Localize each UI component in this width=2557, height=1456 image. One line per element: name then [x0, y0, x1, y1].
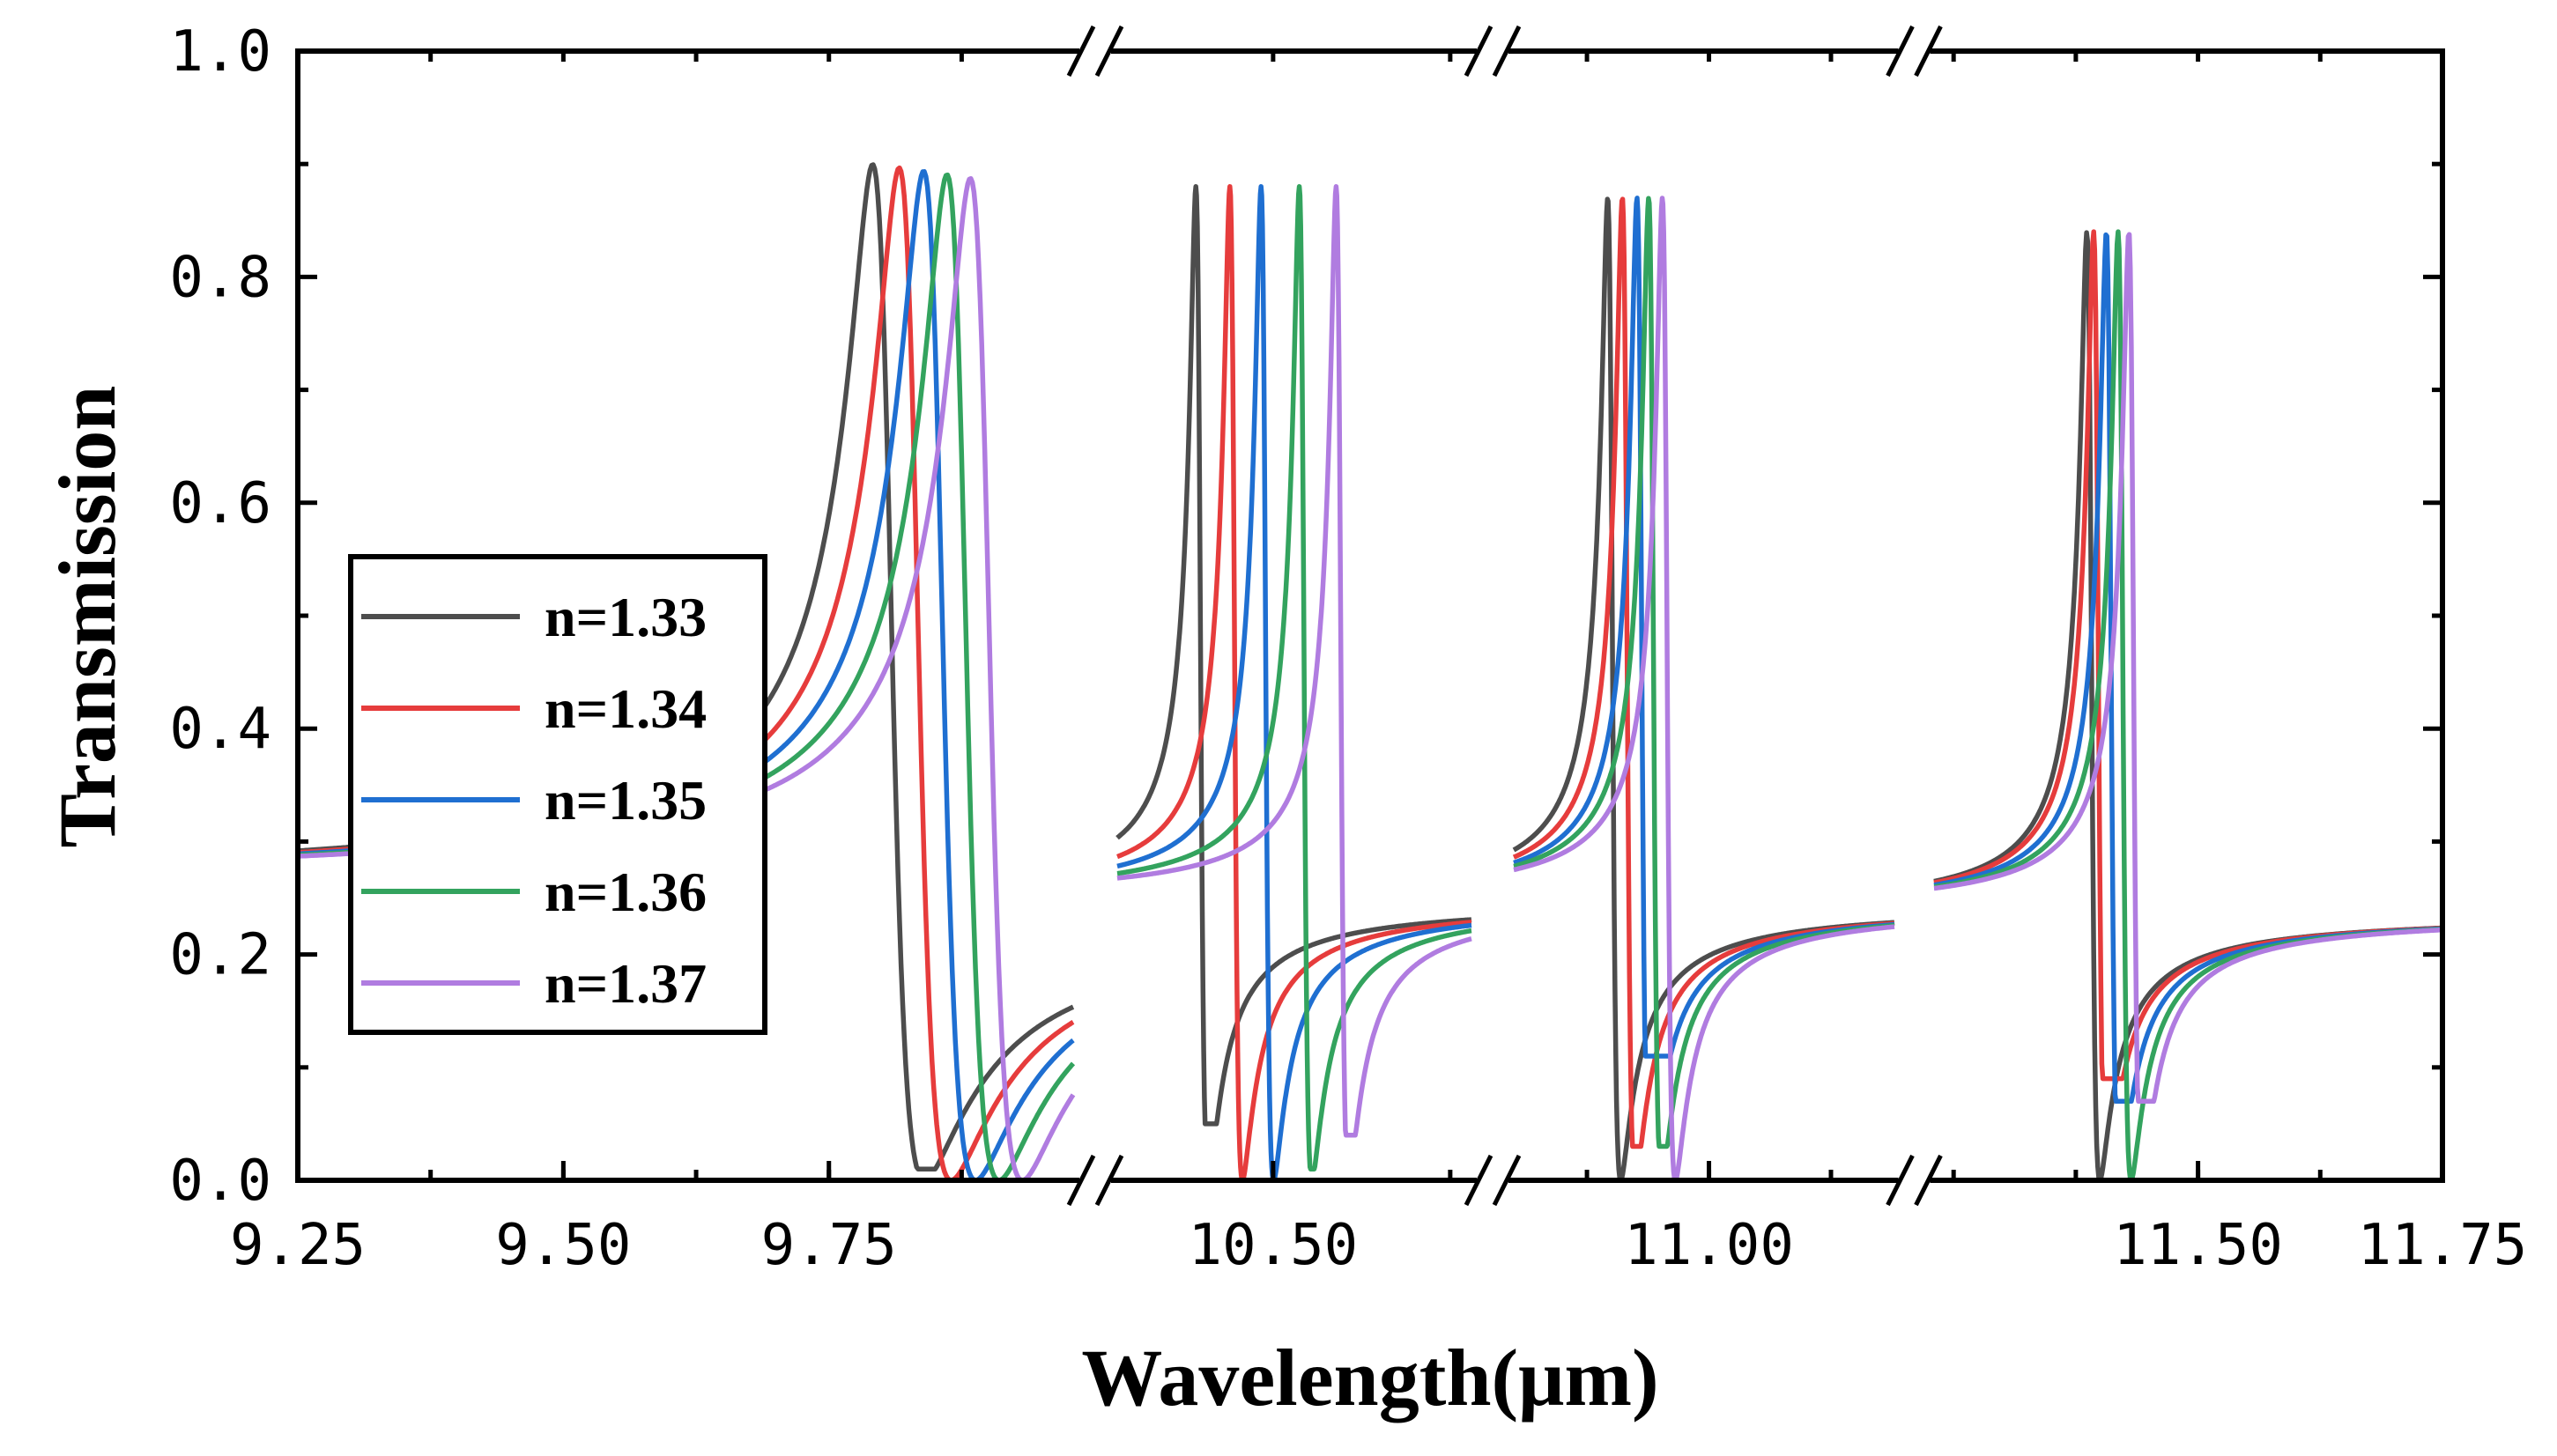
axis-breaks	[1066, 25, 1943, 1207]
axis-ticks	[295, 48, 2445, 1183]
axis-break-slash	[1094, 1154, 1124, 1207]
y-tick-label: 0.4	[169, 697, 271, 762]
x-tick-label: 10.50	[1189, 1213, 1359, 1278]
y-tick-label: 0.2	[169, 923, 271, 988]
x-axis-title: Wavelength(μm)	[1081, 1333, 1658, 1423]
y-tick-label: 1.0	[169, 19, 271, 85]
x-tick-label: 9.75	[761, 1213, 897, 1278]
axis-break-slash	[1464, 25, 1493, 78]
axis-break-slash	[1886, 1154, 1915, 1207]
axis-break-slash	[1492, 25, 1522, 78]
axis-break-gap	[1079, 1173, 1111, 1187]
y-axis-title: Transmission	[42, 386, 132, 848]
axis-break-gap	[1898, 44, 1931, 58]
legend-box	[348, 554, 767, 1035]
axis-break-gap	[1079, 44, 1111, 58]
axis-break-gap	[1477, 44, 1508, 58]
x-tick-label: 11.00	[1624, 1213, 1794, 1278]
legend-label-3: n=1.35	[545, 769, 707, 831]
axis-break-slash	[1886, 25, 1915, 78]
axis-break-slash	[1492, 1154, 1522, 1207]
x-tick-label: 11.50	[2113, 1213, 2283, 1278]
legend: n=1.33 n=1.34 n=1.35 n=1.36 n=1.37	[348, 554, 767, 1035]
axis-break-slash	[1094, 25, 1124, 78]
axis-break-gap	[1477, 1173, 1508, 1187]
legend-label-4: n=1.36	[545, 861, 707, 923]
x-tick-label: 11.75	[2358, 1213, 2528, 1278]
axis-break-slash	[1914, 1154, 1943, 1207]
legend-label-1: n=1.33	[545, 586, 707, 648]
axis-break-slash	[1066, 1154, 1096, 1207]
y-tick-label: 0.6	[169, 471, 271, 536]
tick-labels: 0.0 0.2 0.4 0.6 0.8 1.0 9.25 9.50 9.75 10.50 11.00…	[169, 19, 2527, 1278]
y-tick-label: 0.0	[169, 1149, 271, 1214]
axis-break-slash	[1464, 1154, 1493, 1207]
x-tick-label: 9.25	[230, 1213, 366, 1278]
legend-label-5: n=1.37	[545, 952, 707, 1015]
legend-label-2: n=1.34	[545, 677, 707, 740]
axis-break-slash	[1914, 25, 1943, 78]
y-tick-label: 0.8	[169, 245, 271, 310]
axis-break-gap	[1898, 1173, 1931, 1187]
axis-break-slash	[1066, 25, 1096, 78]
x-tick-label: 9.50	[495, 1213, 631, 1278]
